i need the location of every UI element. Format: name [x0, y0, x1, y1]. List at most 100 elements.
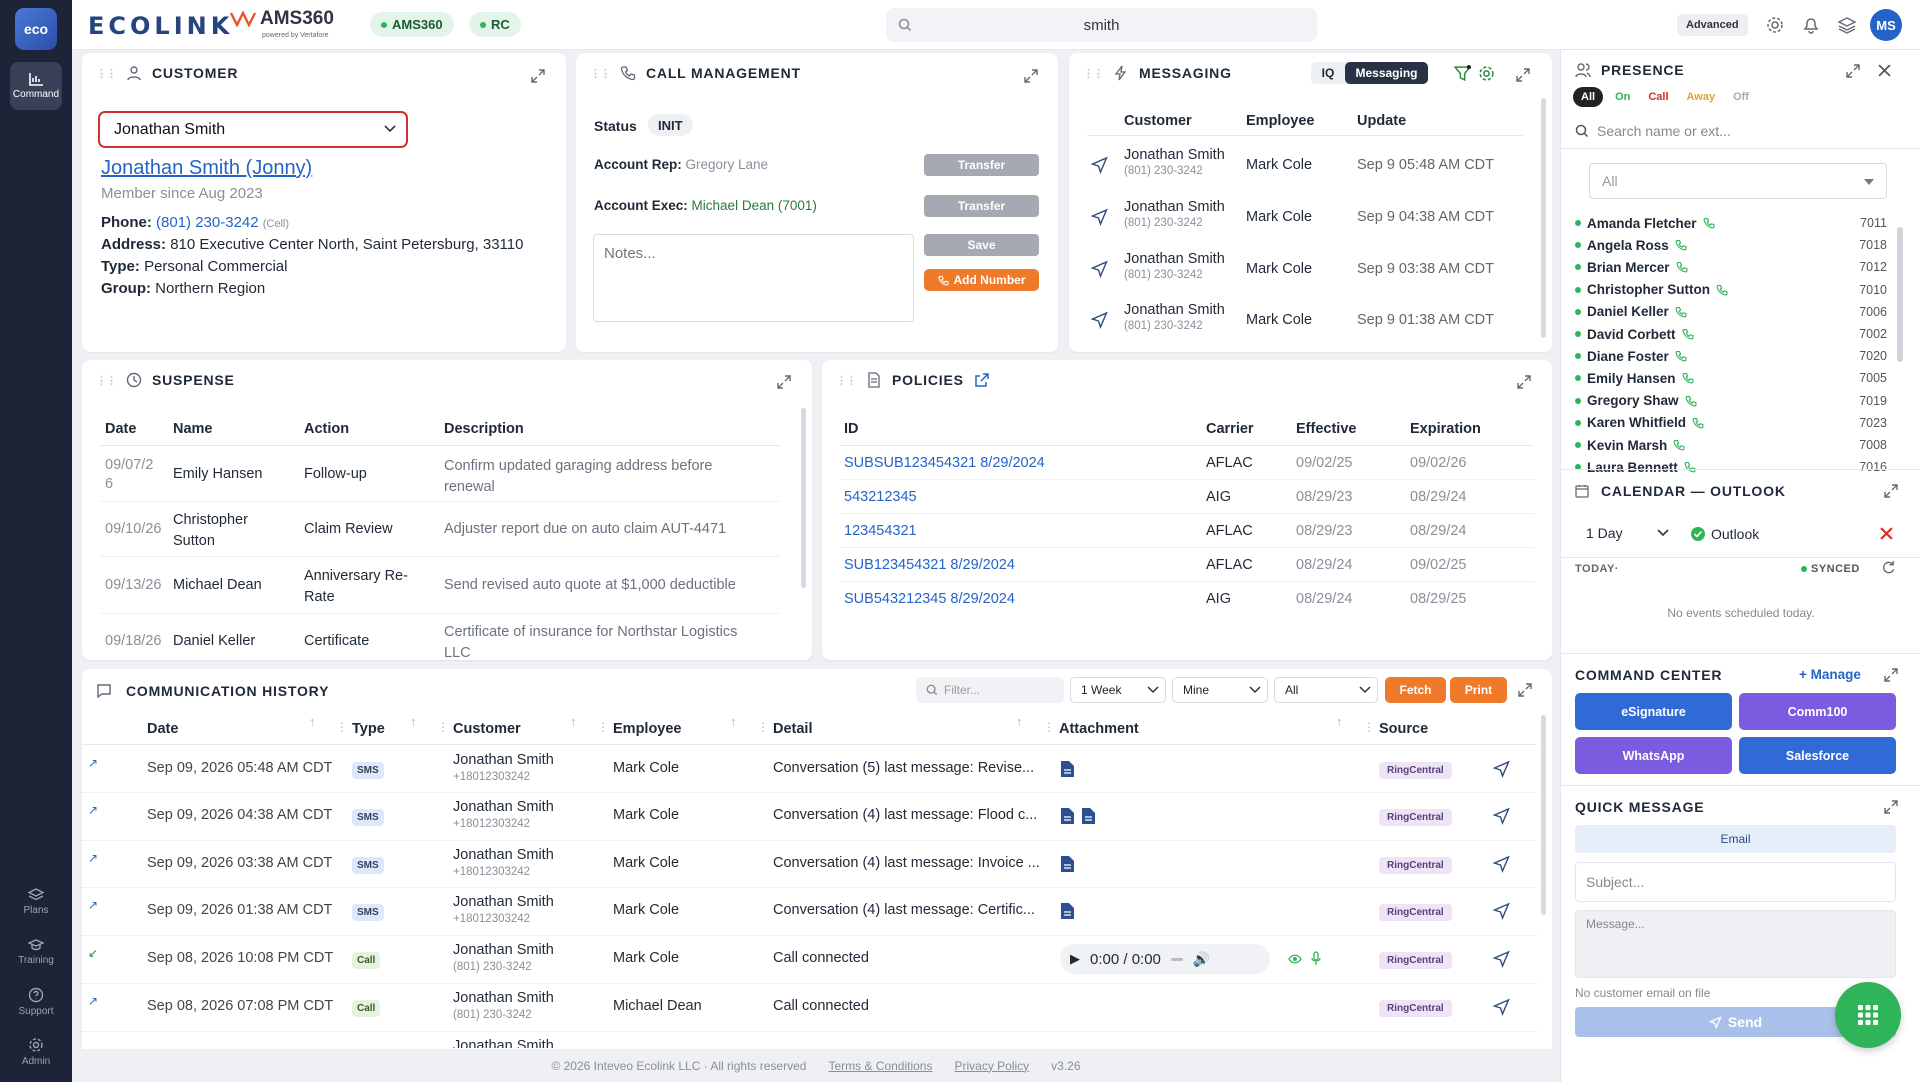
expand-icon[interactable] — [1883, 483, 1899, 499]
sort-icon[interactable]: ↑ — [730, 714, 737, 729]
sort-icon[interactable]: ↑ — [1016, 714, 1023, 729]
presence-item[interactable]: Laura Bennett 7016 — [1575, 458, 1907, 476]
presence-group-select[interactable]: All — [1589, 163, 1887, 199]
presence-item[interactable]: Angela Ross 7018 — [1575, 236, 1907, 254]
rail-item-command[interactable]: Command — [10, 62, 62, 110]
table-row[interactable]: ↗ Sep 09, 2026 05:48 AM CDT SMS Jonathan… — [82, 746, 1537, 793]
column-resize-icon[interactable]: ⋮ — [757, 720, 769, 734]
phone-icon[interactable] — [1682, 328, 1694, 340]
table-row[interactable]: ↗ Sep 09, 2026 01:38 AM CDT SMS Jonathan… — [82, 888, 1537, 936]
send-icon[interactable] — [1492, 807, 1511, 825]
table-row[interactable]: SUB123454321 8/29/2024 AFLAC 08/29/24 09… — [840, 548, 1534, 582]
drag-handle-icon[interactable]: ⋮⋮ — [590, 67, 611, 80]
column-resize-icon[interactable]: ⋮ — [336, 720, 348, 734]
tab-iq[interactable]: IQ — [1321, 66, 1335, 80]
file-icon[interactable] — [1060, 902, 1075, 920]
filter-away[interactable]: Away — [1686, 91, 1716, 103]
terms-link[interactable]: Terms & Conditions — [828, 1058, 933, 1073]
table-row[interactable]: ↗ Sep 08, 2026 07:08 PM CDT Call Jonatha… — [82, 984, 1537, 1032]
advanced-button[interactable]: Advanced — [1677, 14, 1748, 36]
file-icon[interactable] — [1081, 807, 1096, 825]
policy-link[interactable]: SUBSUB123454321 8/29/2024 — [844, 455, 1045, 471]
esignature-button[interactable]: eSignature — [1575, 693, 1732, 730]
filter-call[interactable]: Call — [1648, 91, 1669, 103]
privacy-link[interactable]: Privacy Policy — [954, 1058, 1030, 1073]
column-header[interactable]: Date — [147, 721, 179, 737]
refresh-icon[interactable] — [1881, 560, 1896, 575]
whatsapp-button[interactable]: WhatsApp — [1575, 737, 1732, 774]
policy-link[interactable]: 123454321 — [844, 523, 917, 539]
presence-item[interactable]: Christopher Sutton 7010 — [1575, 281, 1907, 299]
drag-handle-icon[interactable]: ⋮⋮ — [96, 67, 117, 80]
file-icon[interactable] — [1060, 807, 1075, 825]
phone-link[interactable]: (801) 230-3242 — [156, 214, 259, 231]
presence-item[interactable]: Amanda Fletcher 7011 — [1575, 214, 1907, 232]
scrollbar[interactable] — [1541, 98, 1546, 338]
layers-icon[interactable] — [1836, 14, 1858, 36]
table-row[interactable]: Jonathan Smith — [453, 1038, 554, 1048]
column-resize-icon[interactable]: ⋮ — [1363, 720, 1375, 734]
send-icon[interactable] — [1492, 902, 1511, 920]
avatar[interactable]: MS — [1870, 9, 1902, 41]
notes-textarea[interactable] — [593, 234, 914, 322]
table-row[interactable]: 09/10/26 Christopher Sutton Claim Review… — [100, 503, 780, 557]
presence-item[interactable]: Gregory Shaw 7019 — [1575, 392, 1907, 410]
sort-icon[interactable]: ↑ — [1336, 714, 1343, 729]
phone-icon[interactable] — [1673, 439, 1685, 451]
presence-item[interactable]: Emily Hansen 7005 — [1575, 369, 1907, 387]
settings-icon[interactable] — [1478, 65, 1495, 82]
table-row[interactable]: 09/13/26 Michael Dean Anniversary Re-Rat… — [100, 558, 780, 614]
customer-select[interactable]: Jonathan Smith — [98, 111, 408, 148]
sort-icon[interactable]: ↑ — [410, 714, 417, 729]
column-header[interactable]: Attachment — [1059, 721, 1139, 737]
calendar-range-select[interactable]: 1 Day — [1575, 519, 1673, 547]
rail-item-plans[interactable]: Plans — [10, 878, 62, 926]
table-row[interactable]: 123454321 AFLAC 08/29/23 08/29/24 — [840, 514, 1534, 548]
message-row[interactable]: Jonathan Smith (801) 230-3242 Mark Cole … — [1087, 195, 1523, 239]
audio-progress[interactable] — [1170, 957, 1183, 961]
policy-link[interactable]: 543212345 — [844, 489, 917, 505]
rail-item-admin[interactable]: Admin — [10, 1028, 62, 1076]
expand-icon[interactable] — [1516, 374, 1532, 390]
file-icon[interactable] — [1060, 760, 1075, 778]
external-link-icon[interactable] — [974, 372, 990, 388]
tab-email[interactable]: Email — [1575, 825, 1896, 853]
drag-handle-icon[interactable]: ⋮⋮ — [96, 374, 117, 387]
phone-icon[interactable] — [1675, 306, 1687, 318]
phone-icon[interactable] — [1676, 261, 1688, 273]
global-search[interactable] — [886, 8, 1317, 42]
save-button[interactable]: Save — [924, 234, 1039, 256]
filter-all[interactable]: All — [1573, 87, 1604, 107]
sort-icon[interactable]: ↑ — [309, 714, 316, 729]
message-row[interactable]: Jonathan Smith (801) 230-3242 Mark Cole … — [1087, 247, 1523, 291]
settings-icon[interactable] — [1764, 14, 1786, 36]
customer-name-link[interactable]: Jonathan Smith (Jonny) — [101, 157, 313, 179]
volume-icon[interactable]: 🔊 — [1192, 950, 1211, 967]
expand-icon[interactable] — [776, 374, 792, 390]
rail-item-training[interactable]: Training — [10, 928, 62, 976]
scrollbar[interactable] — [801, 408, 806, 588]
column-header[interactable]: Type — [352, 721, 385, 737]
ams360-status-pill[interactable]: AMS360 — [370, 12, 454, 37]
history-filter-input[interactable]: Filter... — [916, 677, 1064, 703]
presence-item[interactable]: David Corbett 7002 — [1575, 325, 1907, 343]
message-row[interactable]: Jonathan Smith (801) 230-3242 Mark Cole … — [1087, 298, 1523, 342]
phone-icon[interactable] — [1684, 461, 1696, 473]
sort-icon[interactable]: ↑ — [570, 714, 577, 729]
table-row[interactable]: ↗ Sep 09, 2026 04:38 AM CDT SMS Jonathan… — [82, 793, 1537, 841]
add-number-button[interactable]: Add Number — [924, 269, 1039, 291]
drag-handle-icon[interactable]: ⋮⋮ — [1083, 67, 1104, 80]
print-button[interactable]: Print — [1450, 677, 1507, 703]
outlook-badge[interactable]: Outlook — [1683, 521, 1767, 547]
subject-input[interactable]: Subject... — [1575, 862, 1896, 902]
phone-icon[interactable] — [1716, 284, 1728, 296]
comm100-button[interactable]: Comm100 — [1739, 693, 1896, 730]
send-icon[interactable] — [1492, 760, 1511, 778]
transfer-exec-button[interactable]: Transfer — [924, 195, 1039, 217]
owner-select[interactable]: Mine — [1172, 677, 1268, 703]
table-row[interactable]: 543212345 AIG 08/29/23 08/29/24 — [840, 480, 1534, 514]
fetch-button[interactable]: Fetch — [1385, 677, 1446, 703]
filter-icon[interactable] — [1454, 65, 1471, 82]
table-row[interactable]: SUBSUB123454321 8/29/2024 AFLAC 09/02/25… — [840, 446, 1534, 480]
column-resize-icon[interactable]: ⋮ — [437, 720, 449, 734]
